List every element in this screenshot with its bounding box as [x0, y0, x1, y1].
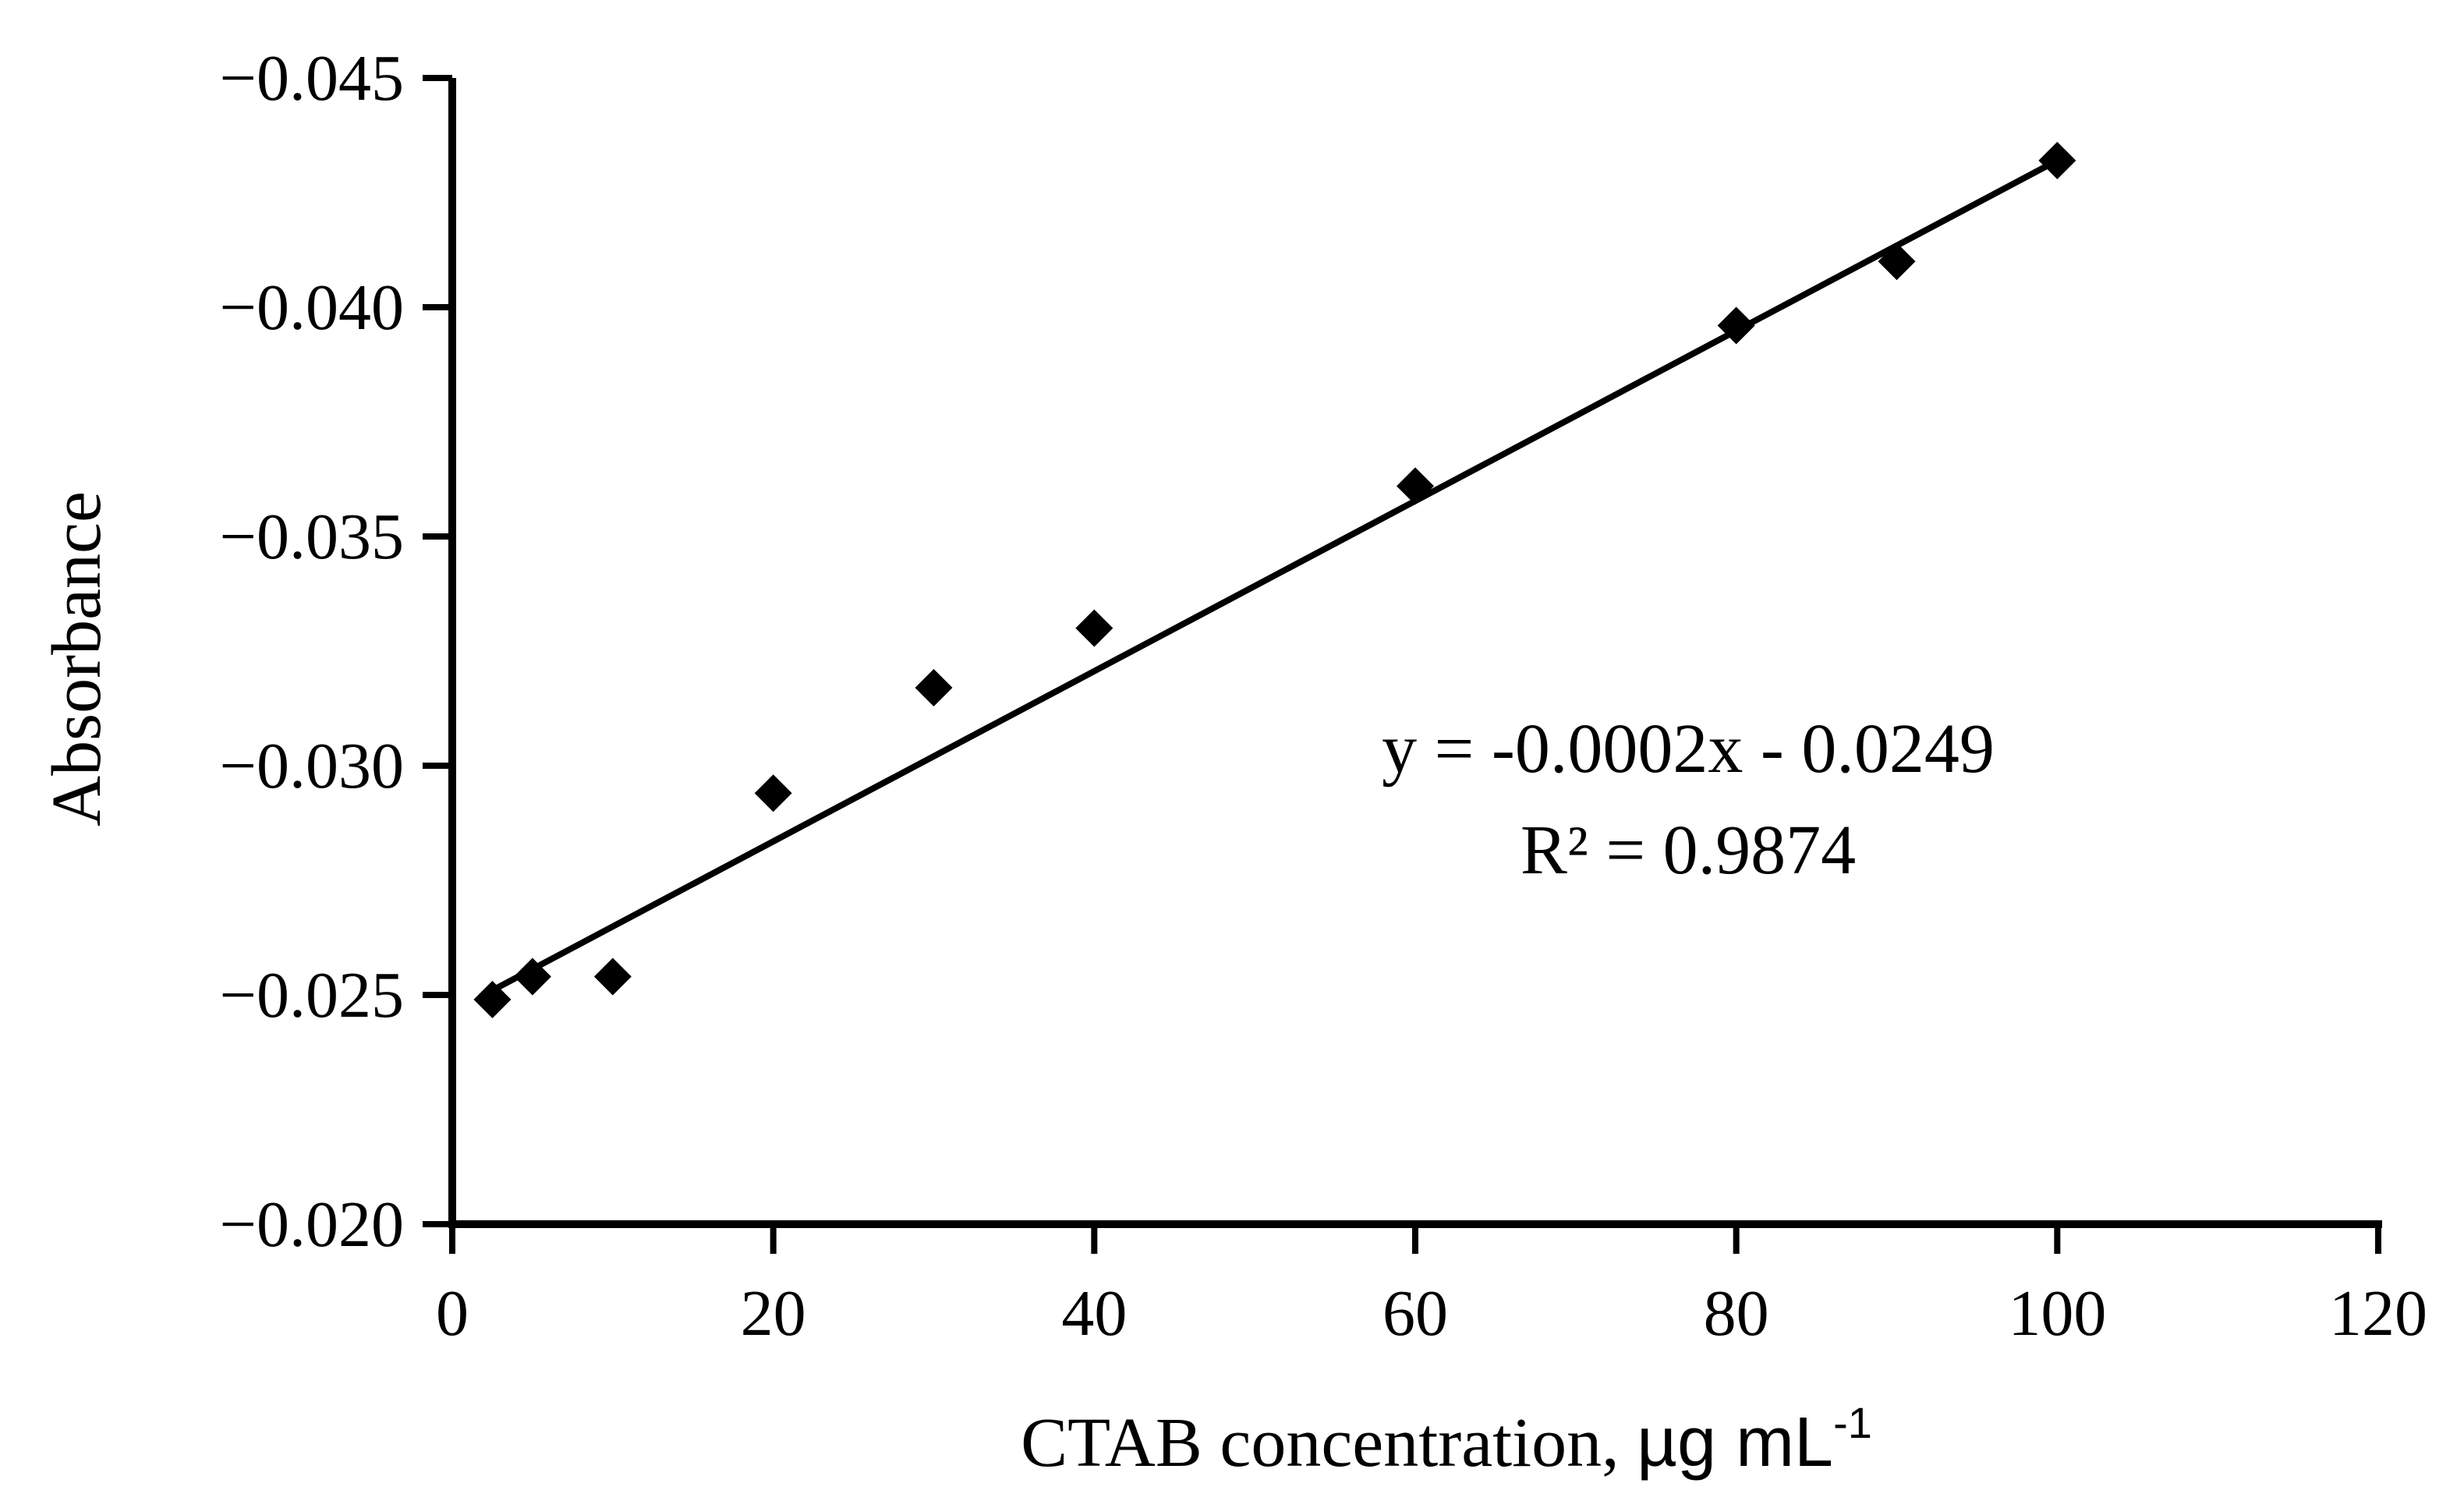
x-axis-title-text: CTAB concentration,: [1021, 1404, 1637, 1481]
y-tick-label: −0.020: [220, 1188, 404, 1261]
data-point: [473, 980, 512, 1018]
x-tick-label: 20: [741, 1277, 806, 1350]
y-axis-ticks: −0.045 −0.040 −0.035 −0.030 −0.025 −0.020: [220, 42, 452, 1261]
x-tick-label: 60: [1382, 1277, 1448, 1350]
x-tick-label: 100: [2008, 1277, 2106, 1350]
trendline: [490, 158, 2059, 993]
x-axis-title-unit-superscript: -1: [1833, 1398, 1872, 1447]
x-tick-label: 0: [436, 1277, 469, 1350]
x-axis-ticks: 0 20 40 60 80 100 120: [436, 1224, 2427, 1350]
y-tick-label: −0.045: [220, 42, 404, 115]
data-point: [2038, 141, 2076, 179]
x-axis-title: CTAB concentration, µg mL-1: [1021, 1398, 1872, 1481]
x-tick-label: 40: [1061, 1277, 1127, 1350]
y-tick-label: −0.040: [220, 271, 404, 344]
y-tick-label: −0.025: [220, 959, 404, 1032]
y-tick-label: −0.035: [220, 501, 404, 573]
equation-annotation: y = -0.0002x - 0.0249: [1382, 710, 1995, 788]
x-tick-label: 80: [1704, 1277, 1769, 1350]
y-tick-label: −0.030: [220, 730, 404, 802]
data-point: [1717, 306, 1755, 345]
data-points: [473, 141, 2076, 1018]
trendline-path: [490, 158, 2059, 993]
y-axis-title: Absorbance: [38, 491, 115, 827]
data-point: [915, 669, 953, 707]
data-point: [1878, 242, 1916, 281]
data-point: [513, 958, 551, 996]
data-point: [1075, 609, 1113, 647]
data-point: [593, 958, 632, 996]
data-point: [754, 774, 792, 812]
x-tick-label: 120: [2329, 1277, 2427, 1350]
x-axis-title-unit: µg mL: [1637, 1404, 1833, 1481]
r-squared-annotation: R² = 0.9874: [1521, 812, 1856, 889]
data-point: [1397, 467, 1434, 505]
